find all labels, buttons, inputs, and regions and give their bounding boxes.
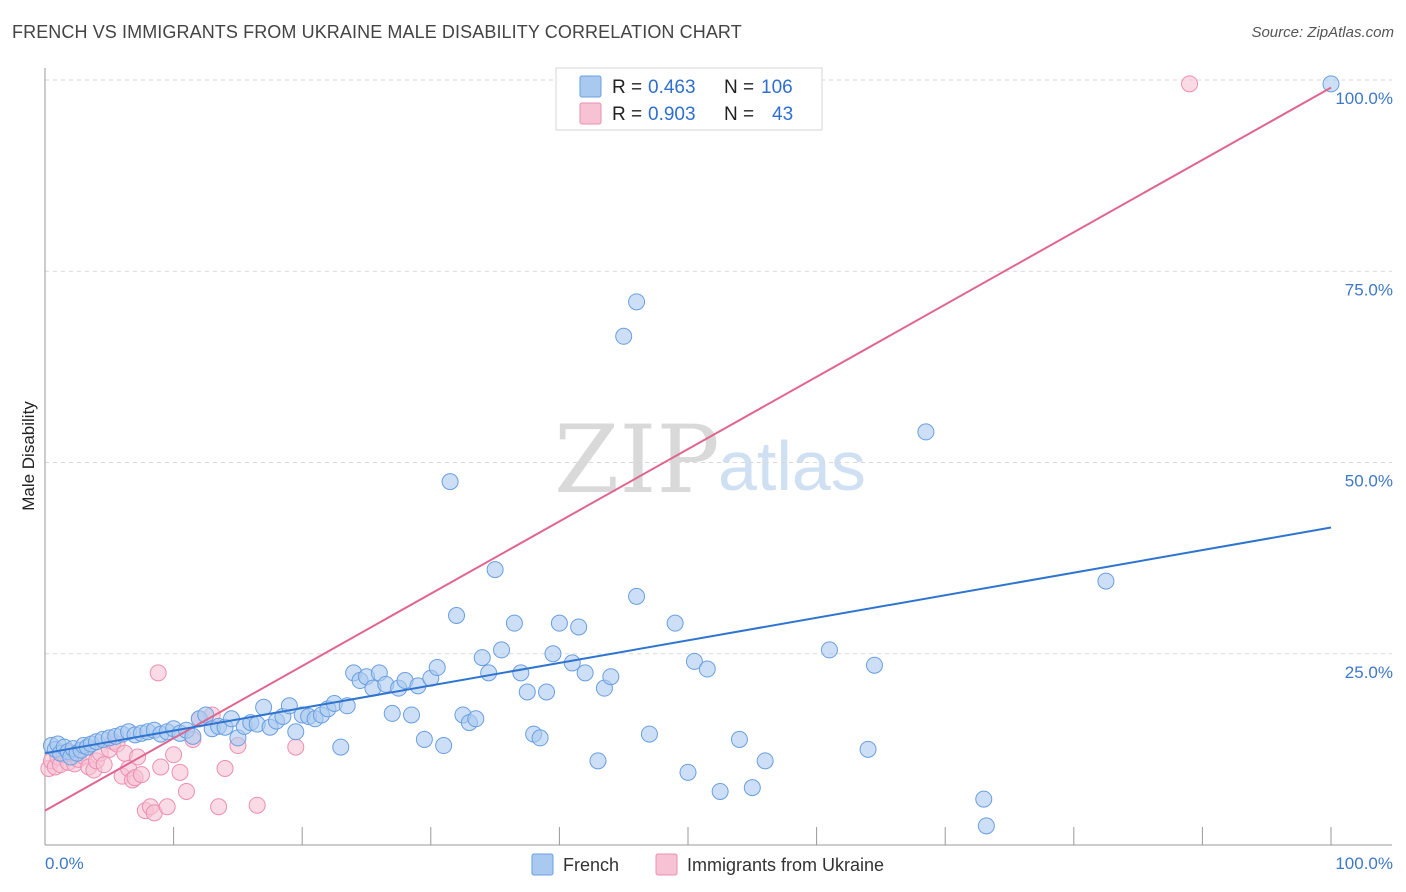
legend-ukraine-label: Immigrants from Ukraine bbox=[687, 855, 884, 875]
french-point-90 bbox=[602, 668, 620, 686]
french-point-62 bbox=[403, 706, 421, 724]
ukraine-n-value: 43 bbox=[772, 104, 793, 125]
ukraine-point-39 bbox=[216, 760, 234, 777]
french-point-59 bbox=[383, 704, 401, 722]
ukraine-point-30 bbox=[152, 758, 170, 776]
legend-ukraine-swatch bbox=[655, 853, 678, 876]
y-axis-title: Male Disability bbox=[19, 401, 38, 511]
french-point-101 bbox=[743, 779, 761, 797]
french-point-69 bbox=[448, 607, 466, 624]
gridlines bbox=[45, 79, 1392, 655]
french-point-82 bbox=[538, 683, 556, 701]
x-tick-label-min: 0.0% bbox=[45, 854, 84, 873]
french-r-value: 0.463 bbox=[648, 77, 696, 98]
french-point-74 bbox=[480, 664, 498, 682]
french-r-label: R = bbox=[612, 77, 642, 98]
ukraine-point-43 bbox=[1181, 75, 1199, 93]
french-point-78 bbox=[512, 664, 530, 682]
french-point-105 bbox=[859, 740, 877, 758]
french-point-110 bbox=[1322, 75, 1340, 93]
french-point-99 bbox=[711, 782, 729, 800]
axes bbox=[44, 68, 1392, 846]
french-point-75 bbox=[486, 561, 504, 579]
y-tick-label-1: 50.0% bbox=[1345, 472, 1393, 491]
french-point-83 bbox=[544, 645, 562, 663]
french-point-98 bbox=[698, 660, 716, 678]
french-point-88 bbox=[589, 752, 607, 770]
stats-legend: R = 0.463 N = 106 R = 0.903 N = 43 bbox=[555, 67, 823, 131]
chart-title: FRENCH VS IMMIGRANTS FROM UKRAINE MALE D… bbox=[12, 22, 742, 42]
ukraine-point-29 bbox=[149, 664, 167, 682]
french-point-76 bbox=[493, 641, 511, 659]
ukraine-n-label: N = bbox=[724, 104, 754, 125]
french-n-value: 106 bbox=[761, 77, 793, 98]
ukraine-r-value: 0.903 bbox=[648, 104, 696, 125]
watermark-atlas: atlas bbox=[718, 427, 866, 505]
y-tick-label-2: 75.0% bbox=[1345, 280, 1393, 299]
french-points bbox=[42, 75, 1340, 835]
source-label: Source: ZipAtlas.com bbox=[1251, 24, 1394, 41]
y-tick-label-0: 25.0% bbox=[1345, 663, 1393, 682]
french-point-73 bbox=[473, 649, 491, 667]
french-point-93 bbox=[628, 293, 646, 311]
french-point-100 bbox=[730, 730, 748, 748]
y-tick-label-3: 100.0% bbox=[1335, 89, 1393, 108]
french-point-86 bbox=[570, 618, 588, 636]
french-point-87 bbox=[576, 664, 594, 682]
french-point-106 bbox=[917, 423, 935, 441]
french-point-95 bbox=[666, 614, 684, 632]
ukraine-swatch bbox=[579, 102, 602, 125]
ukraine-point-25 bbox=[132, 766, 150, 784]
french-point-66 bbox=[428, 659, 446, 677]
french-point-102 bbox=[756, 752, 774, 770]
ukraine-point-38 bbox=[210, 798, 228, 816]
french-point-77 bbox=[505, 614, 523, 632]
french-point-96 bbox=[679, 763, 697, 781]
series-legend: French Immigrants from Ukraine bbox=[531, 853, 884, 876]
legend-french-label: French bbox=[563, 855, 619, 875]
x-tick-label-max: 100.0% bbox=[1335, 854, 1393, 873]
french-point-109 bbox=[1097, 572, 1115, 590]
french-point-92 bbox=[628, 587, 646, 605]
ukraine-r-label: R = bbox=[612, 104, 642, 125]
french-point-84 bbox=[550, 614, 568, 632]
french-point-44 bbox=[287, 723, 305, 741]
ukraine-point-31 bbox=[158, 798, 176, 816]
french-point-104 bbox=[865, 656, 883, 674]
ukraine-point-33 bbox=[171, 763, 189, 781]
french-point-81 bbox=[531, 729, 549, 747]
french-point-94 bbox=[640, 725, 658, 743]
french-point-67 bbox=[435, 737, 453, 755]
french-point-51 bbox=[332, 738, 350, 756]
french-point-91 bbox=[615, 327, 633, 345]
french-point-107 bbox=[975, 790, 993, 808]
ukraine-trendline bbox=[44, 86, 1332, 812]
french-point-72 bbox=[467, 710, 485, 728]
french-point-108 bbox=[977, 817, 995, 835]
french-point-103 bbox=[820, 641, 838, 659]
french-point-64 bbox=[415, 730, 433, 748]
trendlines bbox=[44, 86, 1332, 812]
watermark-zip: ZIP bbox=[554, 406, 720, 515]
ukraine-point-32 bbox=[165, 746, 183, 764]
french-n-label: N = bbox=[724, 77, 754, 98]
ukraine-point-42 bbox=[287, 738, 305, 756]
french-trendline bbox=[44, 526, 1332, 755]
ukraine-point-15 bbox=[95, 756, 113, 774]
french-swatch bbox=[579, 75, 602, 98]
french-point-97 bbox=[685, 652, 703, 670]
french-point-79 bbox=[518, 683, 536, 701]
legend-french-swatch bbox=[531, 853, 554, 876]
ukraine-point-41 bbox=[248, 796, 266, 814]
french-point-68 bbox=[441, 473, 459, 491]
tick-labels: 25.0% 50.0% 75.0% 100.0% 0.0% 100.0% bbox=[45, 89, 1393, 873]
ukraine-point-34 bbox=[177, 782, 195, 800]
